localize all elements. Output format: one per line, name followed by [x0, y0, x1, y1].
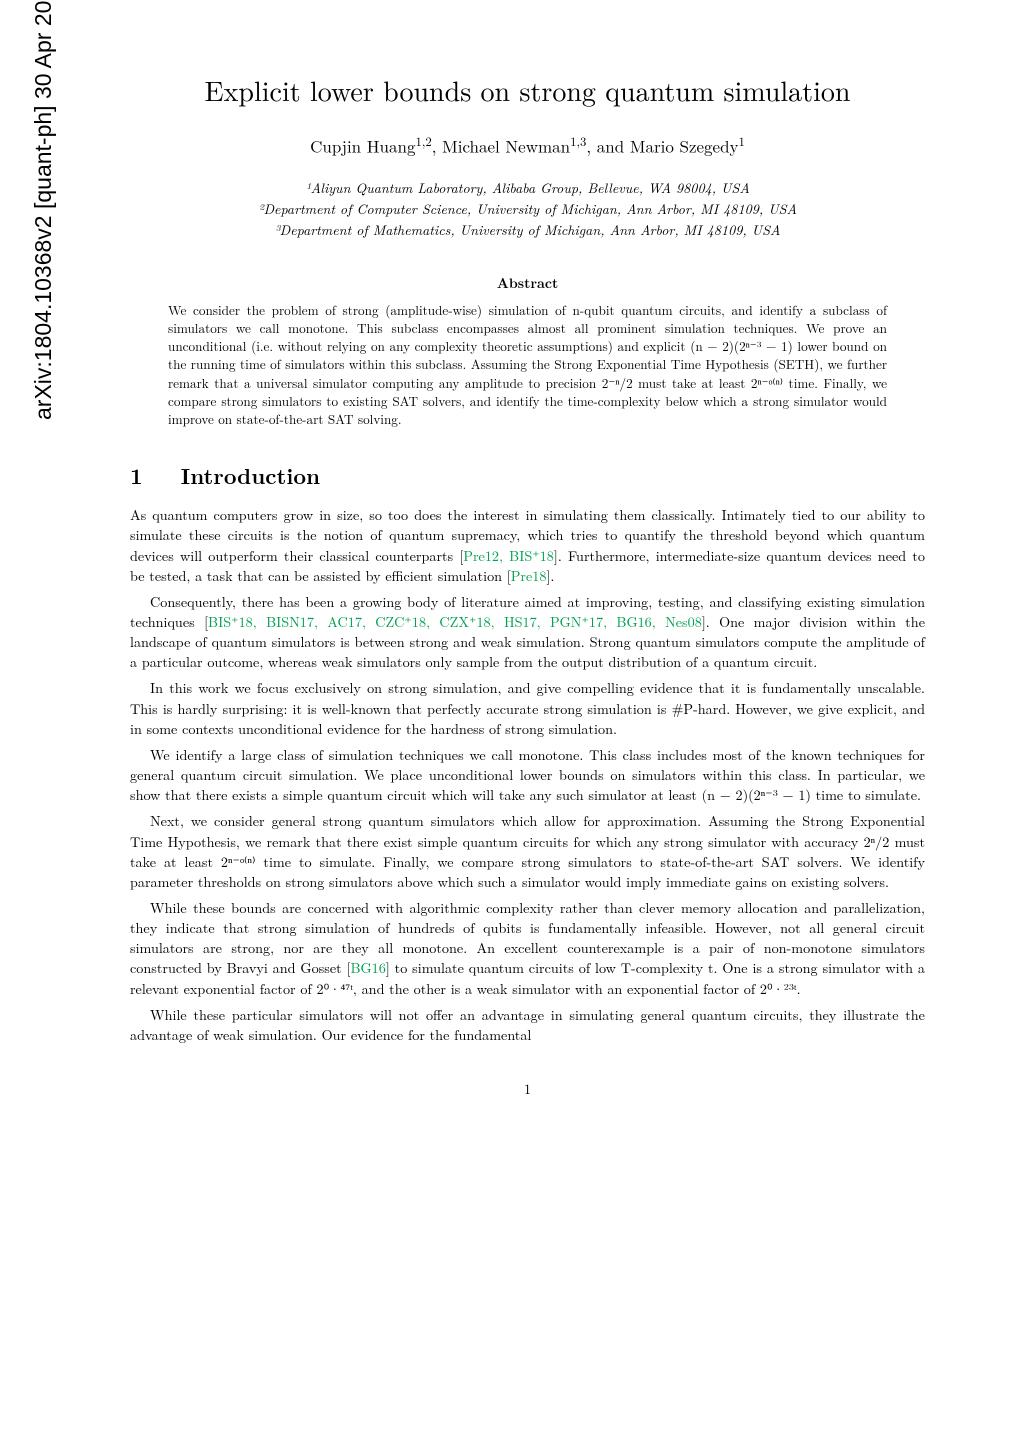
affiliation-2: ²Department of Computer Science, Univers… [130, 199, 925, 220]
body-paragraph: While these particular simulators will n… [130, 1005, 925, 1045]
section-heading: 1 Introduction [130, 460, 925, 491]
affiliations: ¹Aliyun Quantum Laboratory, Alibaba Grou… [130, 178, 925, 241]
abstract-heading: Abstract [130, 273, 925, 293]
section-number: 1 [130, 460, 143, 491]
abstract-body: We consider the problem of strong (ampli… [168, 301, 887, 429]
body-paragraph: While these bounds are concerned with al… [130, 898, 925, 999]
body-paragraph: Next, we consider general strong quantum… [130, 811, 925, 892]
paper-title: Explicit lower bounds on strong quantum … [130, 70, 925, 110]
page-number: 1 [130, 1079, 925, 1099]
authors-line: Cupjin Huang1,2, Michael Newman1,3, and … [130, 132, 925, 158]
page-content: Explicit lower bounds on strong quantum … [0, 0, 1020, 1139]
body-paragraph: In this work we focus exclusively on str… [130, 678, 925, 738]
body-paragraph: As quantum computers grow in size, so to… [130, 505, 925, 586]
affiliation-3: ³Department of Mathematics, University o… [130, 220, 925, 241]
body-paragraph: Consequently, there has been a growing b… [130, 592, 925, 673]
body-paragraph: We identify a large class of simulation … [130, 745, 925, 805]
affiliation-1: ¹Aliyun Quantum Laboratory, Alibaba Grou… [130, 178, 925, 199]
section-title: Introduction [181, 460, 320, 491]
